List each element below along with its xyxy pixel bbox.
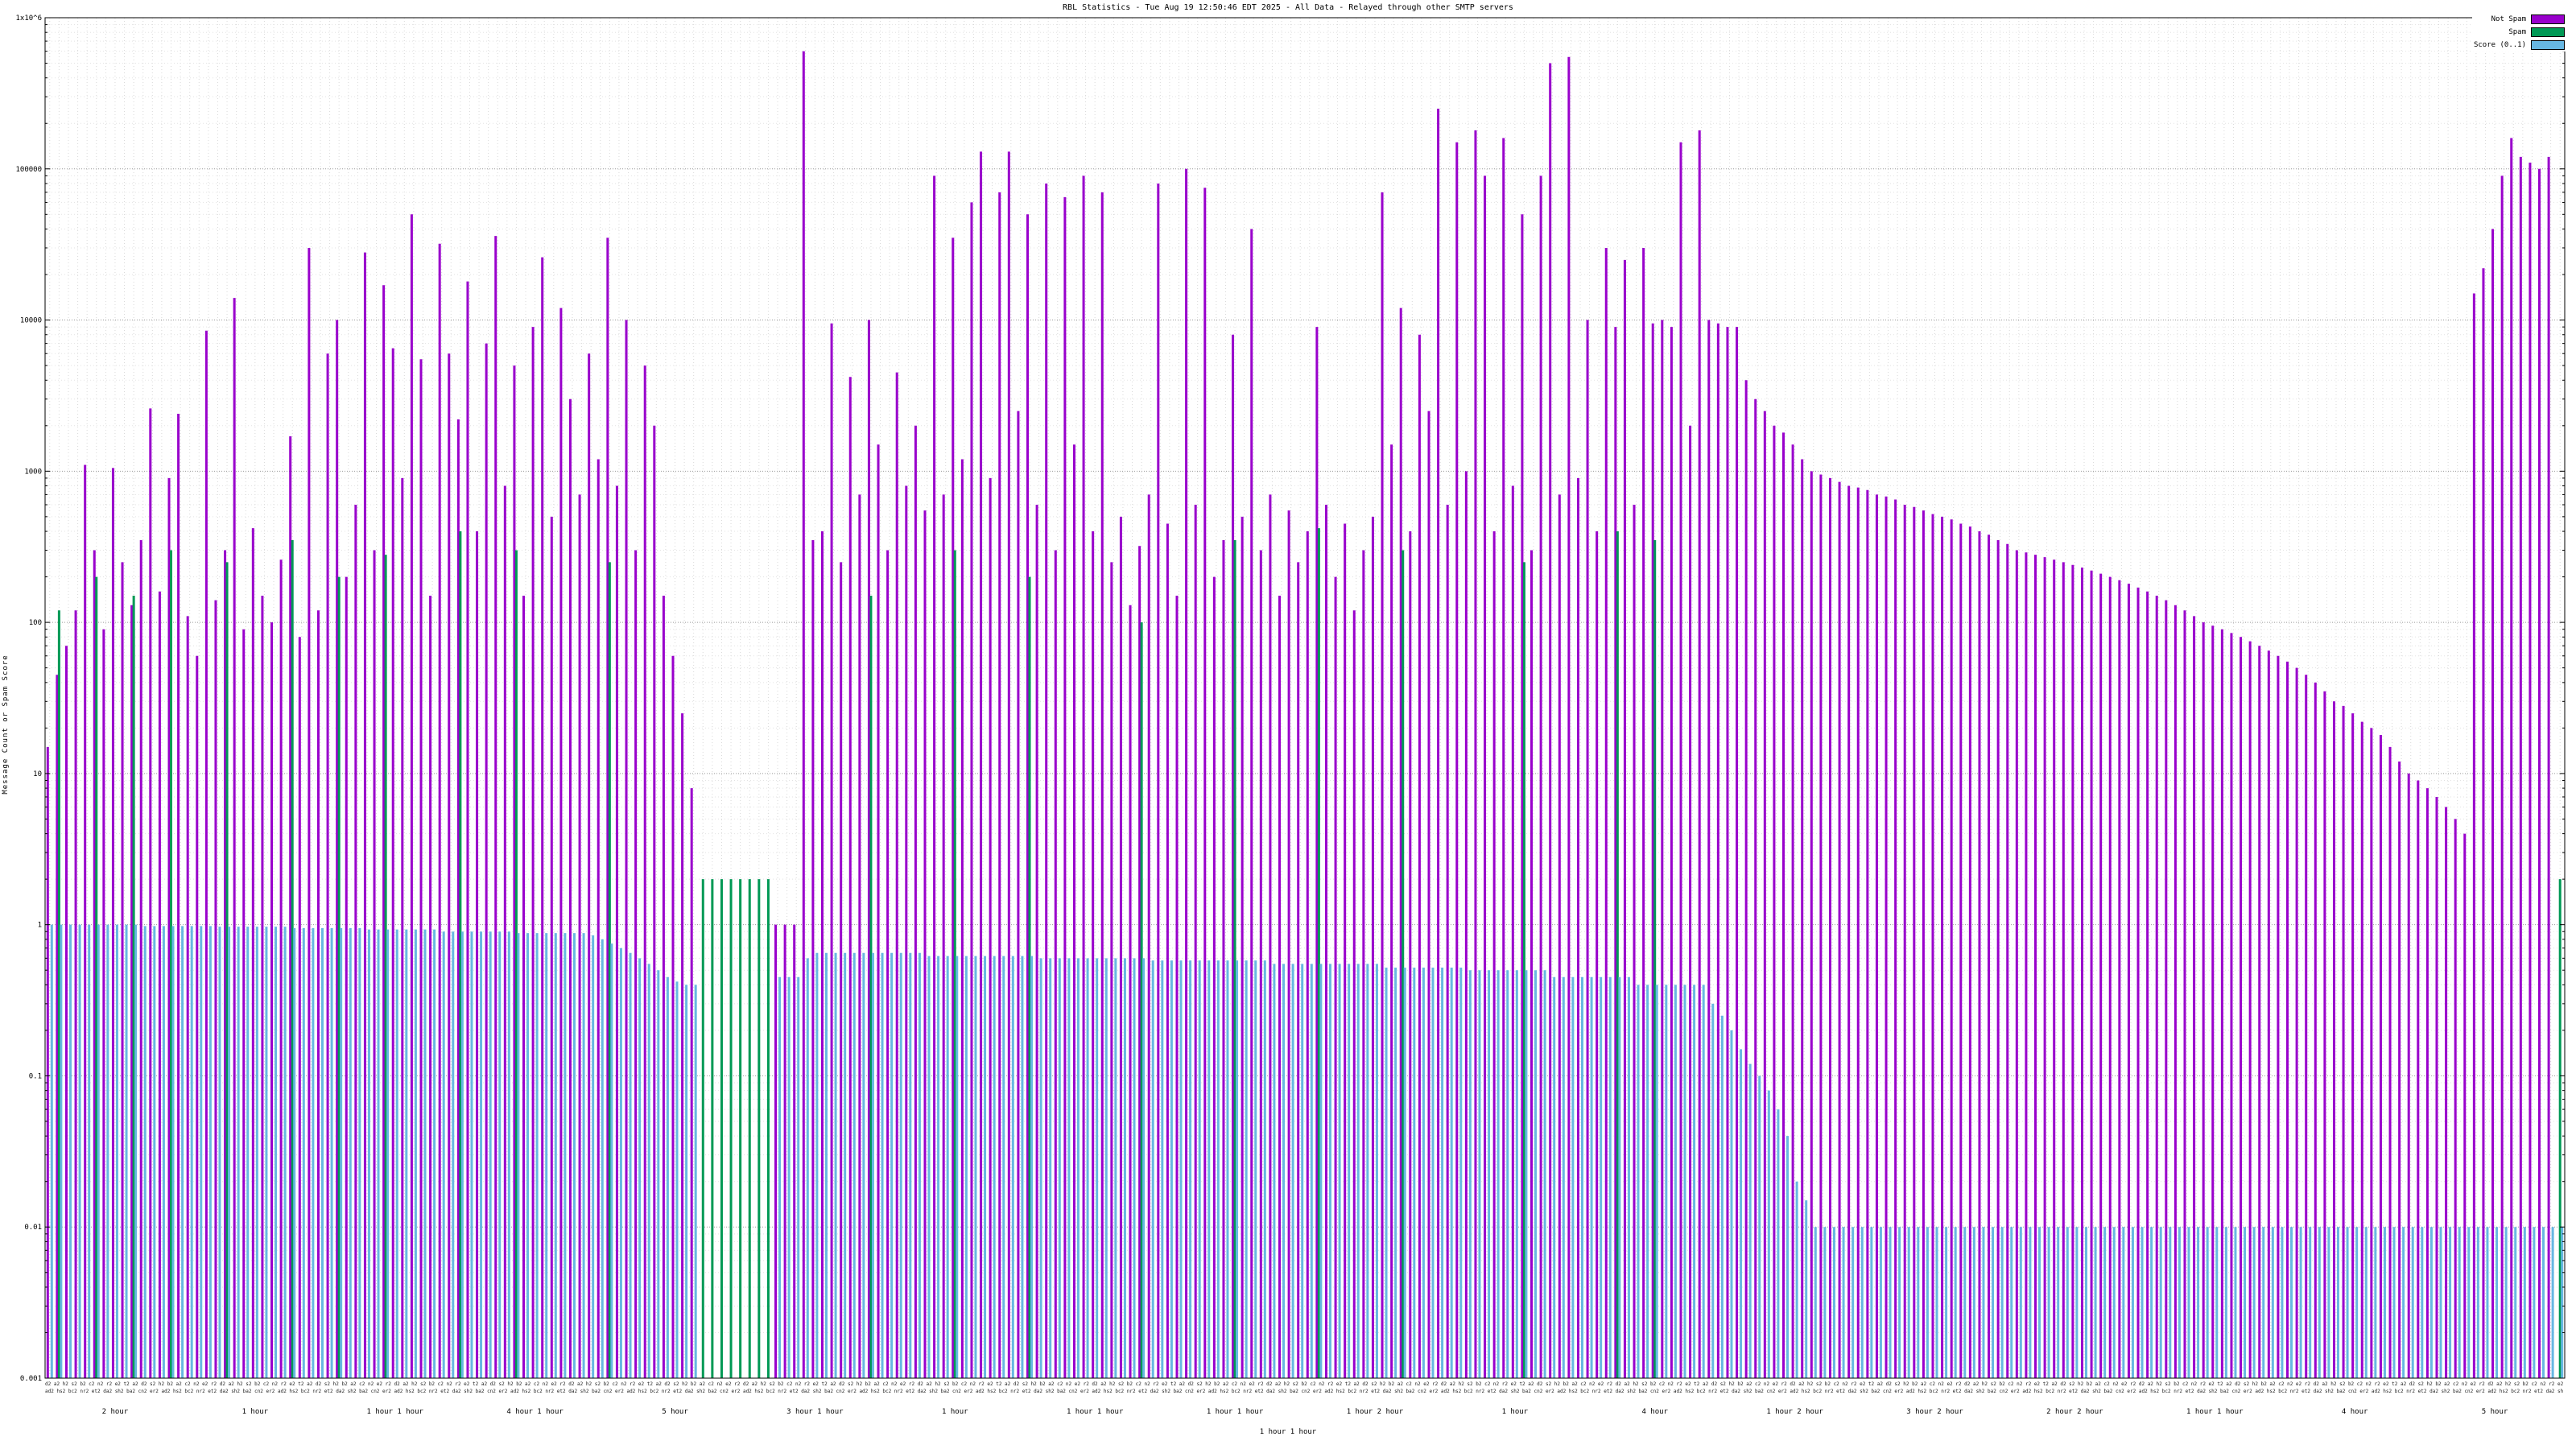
svg-text:1 hour 2 hour: 1 hour 2 hour	[1766, 1408, 1823, 1416]
svg-text:0.1: 0.1	[29, 1072, 42, 1080]
svg-text:1: 1	[38, 922, 42, 930]
svg-text:0.001: 0.001	[20, 1375, 42, 1383]
svg-text:5 hour: 5 hour	[2482, 1408, 2508, 1416]
svg-text:10: 10	[33, 770, 42, 778]
svg-text:10000: 10000	[20, 317, 42, 325]
svg-text:4 hour: 4 hour	[2342, 1408, 2368, 1416]
svg-text:1000: 1000	[24, 468, 42, 476]
svg-text:1 hour 1 hour: 1 hour 1 hour	[1207, 1408, 1264, 1416]
legend-swatch-spam	[2531, 27, 2565, 37]
svg-text:3 hour 2 hour: 3 hour 2 hour	[1906, 1408, 1963, 1416]
svg-text:5 hour: 5 hour	[662, 1408, 688, 1416]
x-axis-footer-label: 1 hour 1 hour	[1259, 1428, 1317, 1436]
svg-text:1 hour 1 hour: 1 hour 1 hour	[2186, 1408, 2244, 1416]
svg-text:1 hour 2 hour: 1 hour 2 hour	[1347, 1408, 1404, 1416]
svg-text:1 hour: 1 hour	[1502, 1408, 1529, 1416]
svg-text:1 hour: 1 hour	[242, 1408, 269, 1416]
svg-text:0.01: 0.01	[24, 1224, 42, 1232]
legend-item-score: Score (0..1)	[2474, 40, 2565, 50]
legend-item-spam: Spam	[2508, 27, 2565, 37]
svg-text:3 hour 1 hour: 3 hour 1 hour	[786, 1408, 844, 1416]
legend-swatch-not-spam	[2531, 14, 2565, 24]
svg-text:2 hour 2 hour: 2 hour 2 hour	[2046, 1408, 2103, 1416]
svg-text:1 hour 1 hour: 1 hour 1 hour	[366, 1408, 423, 1416]
legend-label-spam: Spam	[2508, 27, 2526, 36]
legend-label-not-spam: Not Spam	[2491, 14, 2526, 23]
svg-text:1 hour 1 hour: 1 hour 1 hour	[1067, 1408, 1124, 1416]
legend-item-not-spam: Not Spam	[2491, 14, 2565, 24]
svg-text:4 hour 1 hour: 4 hour 1 hour	[506, 1408, 564, 1416]
legend-label-score: Score (0..1)	[2473, 40, 2526, 49]
svg-text:2 hour: 2 hour	[102, 1408, 129, 1416]
legend-swatch-score	[2531, 40, 2565, 50]
svg-text:4 hour: 4 hour	[1641, 1408, 1668, 1416]
svg-text:1 hour: 1 hour	[942, 1408, 968, 1416]
x-axis-micro-labels-row2: ad2 hs2 bc2 nr2 et2 da2 sh2 ba2 cn2 er2 …	[45, 1389, 2563, 1394]
svg-text:100000: 100000	[15, 166, 42, 174]
svg-text:1x10^6: 1x10^6	[15, 14, 42, 23]
svg-text:100: 100	[29, 619, 42, 627]
chart-title: RBL Statistics - Tue Aug 19 12:50:46 EDT…	[1063, 3, 1513, 12]
x-axis-micro-labels-row1: d2 a2 h2 s2 b2 c2 n2 r2 e2 t2 a2 d2 s2 h…	[45, 1381, 2563, 1387]
legend: Not Spam Spam Score (0..1)	[2471, 13, 2566, 52]
